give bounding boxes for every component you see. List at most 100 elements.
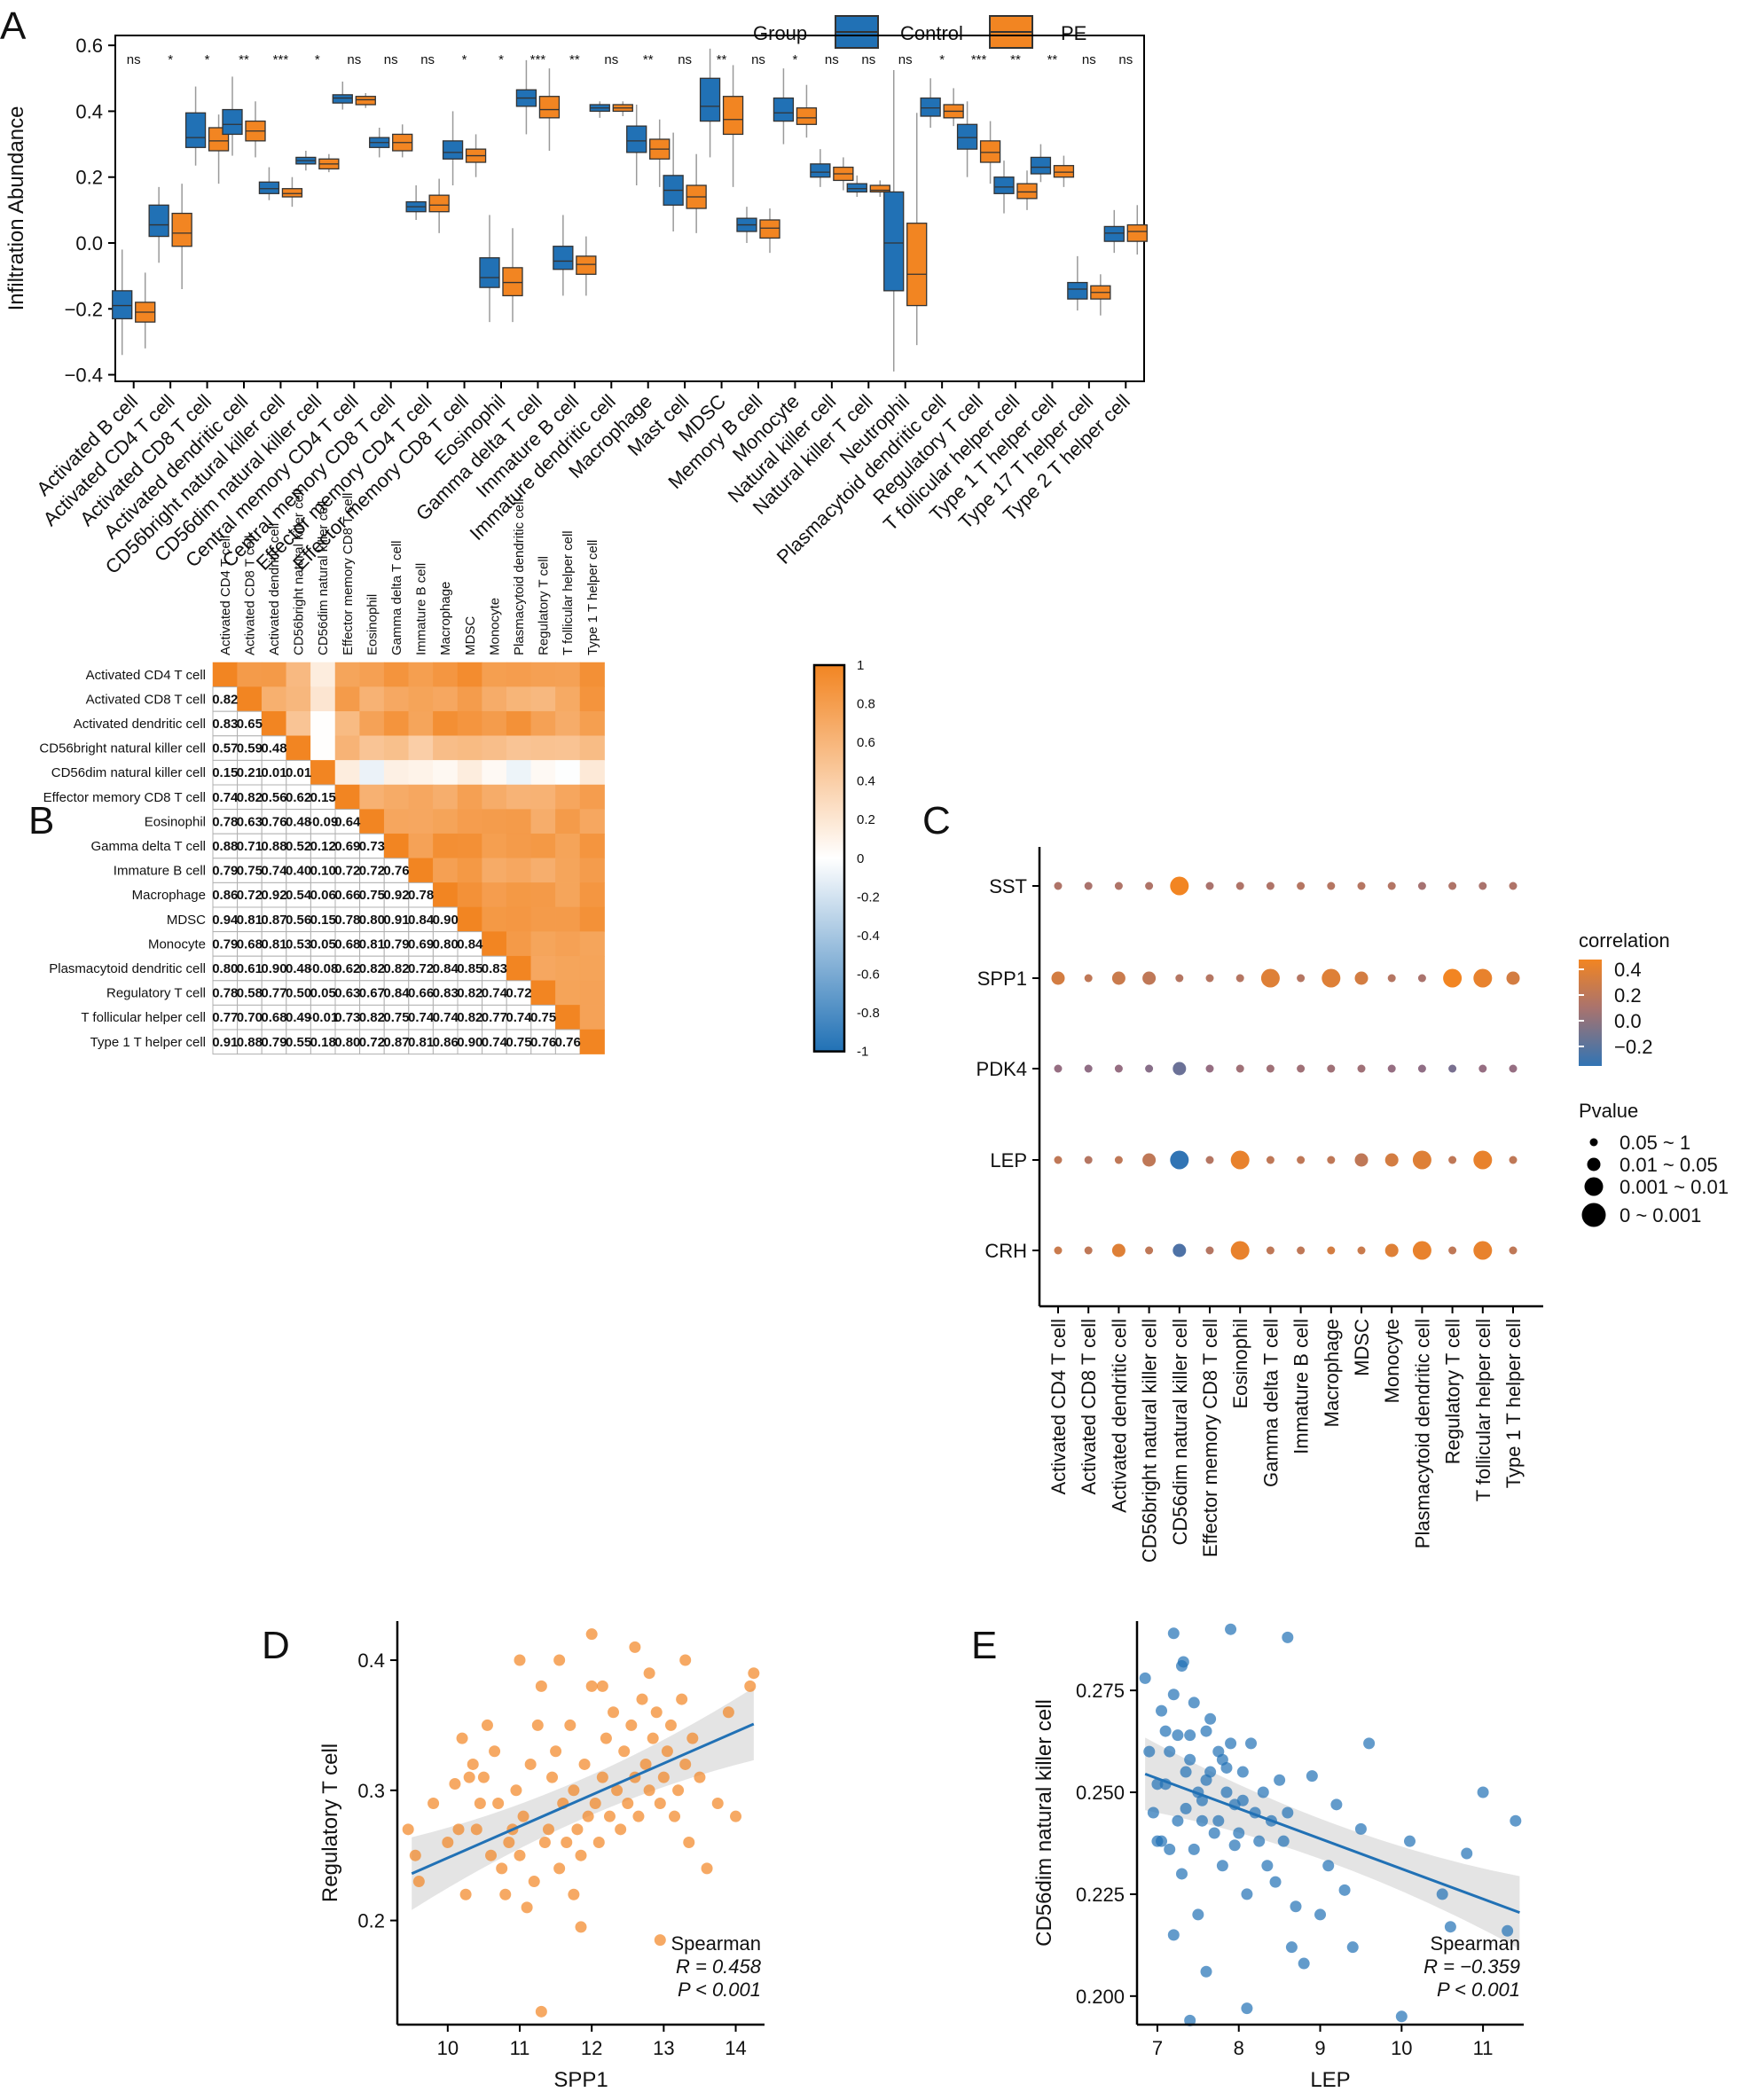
scatter-point: [603, 1810, 616, 1822]
legend-a-title: Group: [753, 22, 807, 44]
heatmap-col-label: T follicular helper cell: [561, 530, 576, 655]
scatter-point: [1200, 1725, 1212, 1737]
scatter-point: [596, 1771, 608, 1783]
heatmap-color-cell: [334, 735, 360, 761]
heatmap-value: 0.72: [506, 986, 531, 1001]
box-control: [846, 183, 867, 193]
heatmap-color-cell: [530, 955, 556, 982]
dot: [1205, 1156, 1214, 1164]
heatmap-value: 0.75: [237, 864, 263, 879]
scatter-point: [1167, 1689, 1180, 1701]
significance-label: ns: [127, 52, 141, 67]
box-control: [993, 176, 1015, 194]
heatmap-color-cell: [506, 735, 532, 761]
dot: [1266, 1064, 1274, 1073]
heatmap-value-cell: [212, 833, 239, 859]
box-pe: [171, 212, 192, 247]
heatmap-value: 0.69: [408, 936, 434, 952]
box-pe: [1016, 183, 1038, 200]
scatter-point: [1139, 1672, 1151, 1684]
box-control: [1103, 225, 1125, 242]
heatmap-color-cell: [506, 760, 532, 786]
heatmap-color-cell: [359, 710, 385, 737]
box-control: [258, 181, 280, 194]
heatmap-value-cell: [334, 858, 361, 883]
cell-label-c: Regulatory T cell: [1442, 1319, 1464, 1464]
box-control: [626, 125, 647, 153]
dot: [1173, 1062, 1187, 1076]
scatter-point: [608, 1706, 620, 1719]
box-control: [479, 257, 500, 288]
heatmap-color-cell: [457, 710, 482, 737]
annotation-method: Spearman: [1430, 1932, 1520, 1955]
scatter-point: [1322, 1860, 1335, 1872]
heatmap-value: 0.52: [286, 839, 311, 854]
heatmap-value: 0.80: [334, 1035, 360, 1050]
heatmap-color-cell: [530, 784, 556, 810]
dot: [1297, 1156, 1306, 1164]
significance-label: ***: [971, 52, 987, 67]
scatter-point: [517, 1810, 529, 1822]
heatmap-value: 0.68: [261, 1010, 286, 1025]
heatmap-value-cell: [383, 1004, 410, 1030]
heatmap-color-cell: [555, 955, 581, 982]
scatter-point: [470, 1823, 482, 1836]
dot: [1170, 1150, 1189, 1170]
heatmap-value: 0.90: [433, 913, 459, 928]
corr-tick-label: −0.2: [1614, 1036, 1652, 1058]
heatmap-value: 0.79: [383, 936, 409, 952]
heatmap-value-cell: [334, 809, 361, 835]
heatmap-col-label: CD56bright natural killer cell: [292, 489, 307, 655]
scatter-point: [571, 1823, 584, 1836]
heatmap-value: 0.81: [261, 936, 286, 952]
heatmap-value: 0.56: [286, 913, 311, 928]
scatter-point: [1346, 1941, 1359, 1954]
heatmap-color-cell: [310, 735, 336, 761]
y-tick-label: 0.3: [357, 1780, 385, 1802]
significance-label: *: [168, 52, 173, 67]
dot: [1145, 1064, 1154, 1073]
heatmap-color-cell: [433, 662, 459, 687]
heatmap-value-cell: [261, 809, 287, 835]
heatmap-value-cell: [237, 906, 263, 933]
dot: [1327, 1064, 1336, 1073]
heatmap-color-cell: [482, 809, 507, 835]
heatmap-value: -0.08: [308, 961, 338, 976]
box-pe: [281, 188, 303, 198]
heatmap-row-label: T follicular helper cell: [81, 1010, 206, 1025]
dot: [1473, 968, 1493, 988]
heatmap-value: 0.78: [212, 986, 238, 1001]
dot: [1266, 1246, 1274, 1255]
heatmap-color-cell: [457, 858, 482, 883]
dot: [1448, 1064, 1457, 1073]
scatter-point: [564, 1719, 576, 1731]
heatmap-color-cell: [506, 710, 532, 737]
y-axis-title: Regulatory T cell: [318, 1743, 342, 1902]
panel-label-e: E: [971, 1624, 997, 1667]
dot: [1170, 876, 1189, 896]
heatmap-color-cell: [506, 784, 532, 810]
heatmap-color-cell: [530, 809, 556, 835]
heatmap-color-cell: [359, 662, 385, 687]
box-pe: [576, 255, 597, 275]
heatmap-value: 0.81: [237, 913, 263, 928]
dot: [1054, 1064, 1063, 1073]
cell-label-c: Macrophage: [1321, 1319, 1343, 1427]
dot: [1266, 882, 1274, 890]
heatmap-color-cell: [334, 784, 360, 810]
cell-label-c: Immature B cell: [1290, 1319, 1313, 1454]
heatmap-color-cell: [482, 833, 507, 859]
heatmap-color-cell: [482, 710, 507, 737]
heatmap-value: 0.79: [212, 864, 238, 879]
heatmap-value: 0.82: [457, 1010, 482, 1025]
heatmap-color-cell: [482, 735, 507, 761]
heatmap-color-cell: [579, 760, 605, 786]
colorbar-tick-label: -0.6: [857, 967, 880, 982]
heatmap-color-cell: [334, 662, 360, 687]
heatmap-value: 0.63: [334, 986, 360, 1001]
cell-label-c: Type 1 T helper cell: [1502, 1319, 1525, 1488]
scatter-point: [679, 1654, 692, 1666]
heatmap-row-label: Macrophage: [132, 888, 206, 903]
scatter-point: [1282, 1806, 1294, 1819]
significance-label: ns: [420, 52, 435, 67]
